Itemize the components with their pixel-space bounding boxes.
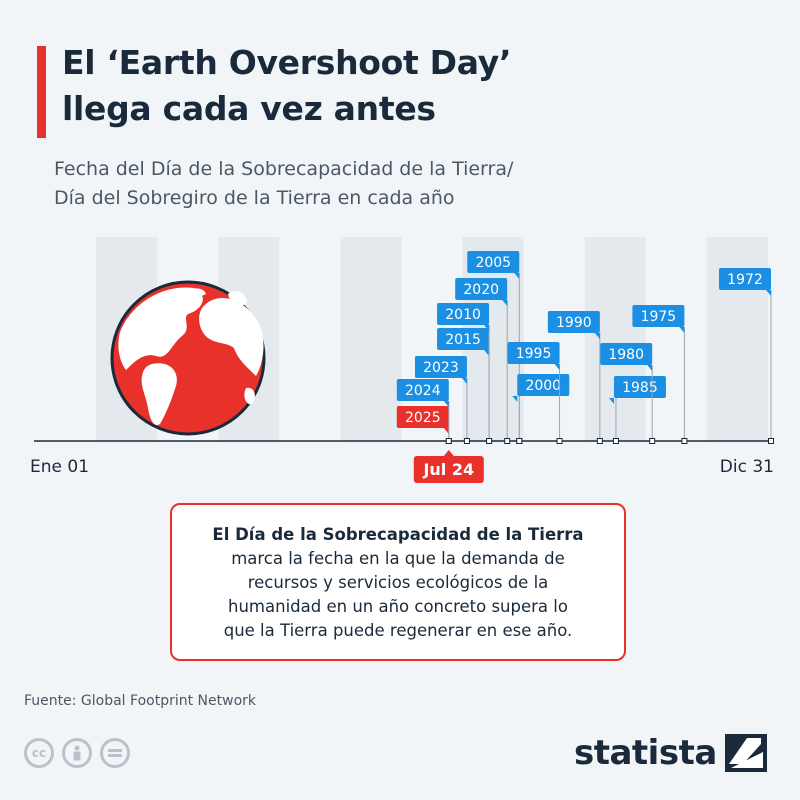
callout-line: marca la fecha en la que la demanda de <box>231 549 565 568</box>
year-label: 1985 <box>622 380 658 396</box>
cc-icon[interactable]: cc <box>24 738 54 768</box>
equals-icon[interactable] <box>100 738 130 768</box>
person-icon[interactable] <box>62 738 92 768</box>
year-label-box <box>507 342 560 364</box>
axis-start-label: Ene 01 <box>30 457 89 477</box>
year-label: 2000 <box>525 378 561 394</box>
year-label-box <box>414 356 467 378</box>
year-label-box <box>632 305 685 327</box>
year-marker: 2023 <box>414 356 470 444</box>
year-marker: 1995 <box>507 342 563 444</box>
year-label-pointer <box>512 396 518 402</box>
year-label: 2023 <box>423 360 459 376</box>
year-label-box <box>437 303 490 325</box>
year-label: 1980 <box>608 347 644 363</box>
license-icons: cc <box>24 738 130 768</box>
year-label-pointer <box>647 365 653 371</box>
year-label: 2024 <box>405 383 441 399</box>
highlight-date-label: Jul 24 <box>422 460 474 479</box>
year-label-pointer <box>766 290 771 296</box>
year-marker: 1972 <box>719 268 774 444</box>
year-marker: 2000 <box>512 374 570 444</box>
year-label-pointer <box>514 273 520 279</box>
year-label-pointer <box>484 350 490 356</box>
year-label-pointer <box>461 378 467 384</box>
axis-tick <box>504 438 511 444</box>
axis-tick <box>649 438 656 444</box>
year-label-pointer <box>594 333 600 339</box>
year-label: 2020 <box>463 282 499 298</box>
month-band <box>584 237 646 441</box>
month-band <box>707 237 768 441</box>
year-label: 2025 <box>405 410 441 426</box>
axis-tick <box>612 438 619 444</box>
timeline-axis: Ene 01 Dic 31 Jul 24 <box>30 440 774 483</box>
highlight-date-badge <box>413 456 484 483</box>
year-label: 2010 <box>445 307 481 323</box>
statista-logo[interactable]: statista <box>574 728 767 778</box>
year-label-pointer <box>502 300 508 306</box>
year-label-box <box>396 406 449 428</box>
statista-logo-icon <box>724 734 767 772</box>
callout-line: que la Tierra puede regenerar en ese año… <box>223 621 573 640</box>
year-markers: 2025 2024 2023 2015 2010 2020 2005 2000 19951990… <box>396 251 774 444</box>
year-marker: 1985 <box>608 376 666 444</box>
chart-subtitle-line: Día del Sobregiro de la Tierra en cada a… <box>54 187 455 209</box>
chart-subtitle-line: Fecha del Día de la Sobrecapacidad de la… <box>54 158 514 180</box>
callout-heading: El Día de la Sobrecapacidad de la Tierra <box>212 525 584 544</box>
year-label-box <box>517 374 570 396</box>
year-marker: 1980 <box>600 343 656 444</box>
globe-icon <box>110 280 266 436</box>
logo-text: statista <box>574 733 717 773</box>
year-label-pointer <box>443 401 449 407</box>
axis-tick <box>516 438 523 444</box>
axis-tick <box>768 438 774 444</box>
definition-callout: El Día de la Sobrecapacidad de la Tierra… <box>170 503 626 661</box>
axis-tick <box>486 438 493 444</box>
year-label-box <box>396 379 449 401</box>
chart-subtitle: Fecha del Día de la Sobrecapacidad de la… <box>54 155 774 213</box>
year-label-pointer <box>608 398 614 404</box>
callout-line: recursos y servicios ecológicos de la <box>247 573 549 592</box>
year-label-box <box>437 328 490 350</box>
year-label: 1972 <box>727 272 763 288</box>
callout-line: humanidad en un año concreto supera lo <box>228 597 568 616</box>
axis-end-label: Dic 31 <box>720 457 774 477</box>
chart-title-line: El ‘Earth Overshoot Day’ <box>62 43 512 82</box>
axis-tick <box>596 438 603 444</box>
year-label-box <box>613 376 666 398</box>
year-marker: 2020 <box>455 278 511 444</box>
year-label: 2015 <box>445 332 481 348</box>
chart-title-line: llega cada vez antes <box>62 89 436 128</box>
year-label: 1995 <box>516 346 552 362</box>
highlight-date-pointer <box>443 450 454 456</box>
year-marker: 1990 <box>547 311 603 444</box>
year-label: 2005 <box>475 255 511 271</box>
month-band <box>340 237 402 441</box>
year-label-box <box>455 278 508 300</box>
year-label-box <box>600 343 653 365</box>
year-marker: 2025 <box>396 406 452 444</box>
year-label-pointer <box>443 428 449 434</box>
source-note: Fuente: Global Footprint Network <box>24 693 256 709</box>
axis-tick <box>445 438 452 444</box>
year-marker: 1975 <box>632 305 688 444</box>
year-label-pointer <box>484 325 490 331</box>
axis-tick <box>556 438 563 444</box>
year-label: 1990 <box>556 315 592 331</box>
axis-tick <box>463 438 470 444</box>
year-marker: 2010 <box>437 303 493 444</box>
year-label-box <box>467 251 520 273</box>
year-label-pointer <box>554 364 560 370</box>
title-accent-bar <box>37 46 46 138</box>
year-label-box <box>547 311 600 333</box>
axis-tick <box>681 438 688 444</box>
chart-title: El ‘Earth Overshoot Day’ llega cada vez … <box>62 40 782 132</box>
year-label-pointer <box>679 327 685 333</box>
year-label-box <box>719 268 771 290</box>
year-label: 1975 <box>641 309 677 325</box>
year-marker: 2024 <box>396 379 452 444</box>
